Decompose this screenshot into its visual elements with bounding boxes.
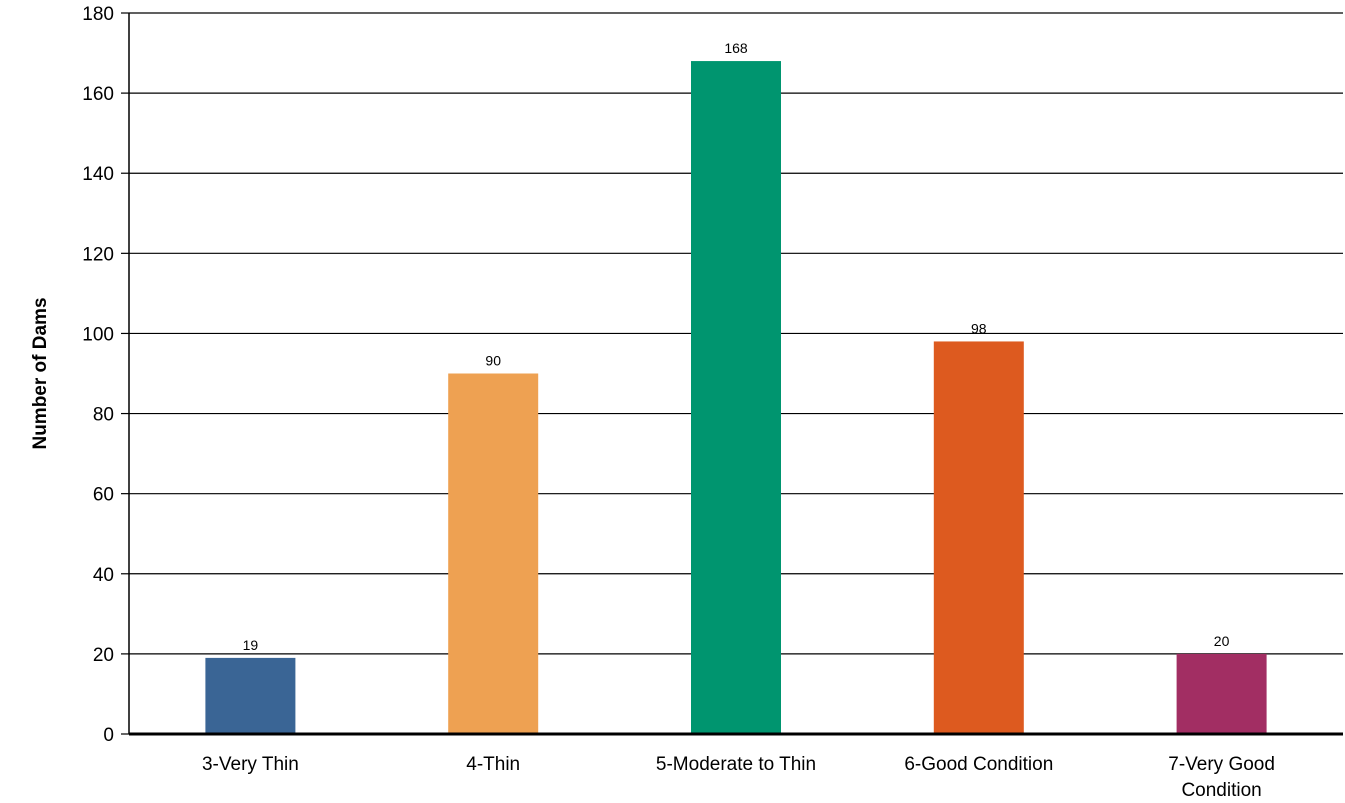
y-tick-label: 160 bbox=[82, 84, 114, 105]
y-tick-label: 20 bbox=[93, 645, 114, 666]
bar bbox=[933, 341, 1024, 734]
data-label: 19 bbox=[243, 637, 259, 653]
x-category-label: Condition bbox=[1181, 780, 1261, 801]
x-category-label: 4-Thin bbox=[466, 754, 520, 775]
y-tick-label: 120 bbox=[82, 244, 114, 265]
x-category-label: 7-Very Good bbox=[1168, 754, 1275, 775]
y-tick-label: 180 bbox=[82, 4, 114, 25]
y-tick-label: 0 bbox=[103, 725, 114, 746]
data-label: 90 bbox=[485, 353, 501, 369]
bar bbox=[1176, 653, 1267, 734]
data-label: 98 bbox=[971, 320, 987, 336]
x-axis-categories: 3-Very Thin 4-Thin 5-Moderate to Thin 6-Goo… bbox=[202, 754, 1275, 801]
data-label: 20 bbox=[1214, 633, 1230, 649]
y-tick-label: 100 bbox=[82, 324, 114, 345]
y-tick-label: 80 bbox=[93, 405, 114, 426]
data-labels: 19 90 168 98 20 bbox=[243, 40, 1230, 653]
bar bbox=[448, 373, 539, 734]
y-axis-title: Number of Dams bbox=[30, 297, 51, 449]
bars bbox=[205, 61, 1267, 735]
x-category-label: 3-Very Thin bbox=[202, 754, 299, 775]
bar bbox=[205, 657, 296, 734]
data-label: 168 bbox=[724, 40, 748, 56]
x-category-label: 6-Good Condition bbox=[904, 754, 1053, 775]
bar bbox=[691, 61, 781, 735]
y-tick-label: 140 bbox=[82, 164, 114, 185]
y-axis-ticks: 0 20 40 60 80 100 120 140 160 180 bbox=[82, 4, 129, 746]
y-tick-label: 60 bbox=[93, 485, 114, 506]
y-tick-label: 40 bbox=[93, 565, 114, 586]
x-category-label: 5-Moderate to Thin bbox=[656, 754, 816, 775]
